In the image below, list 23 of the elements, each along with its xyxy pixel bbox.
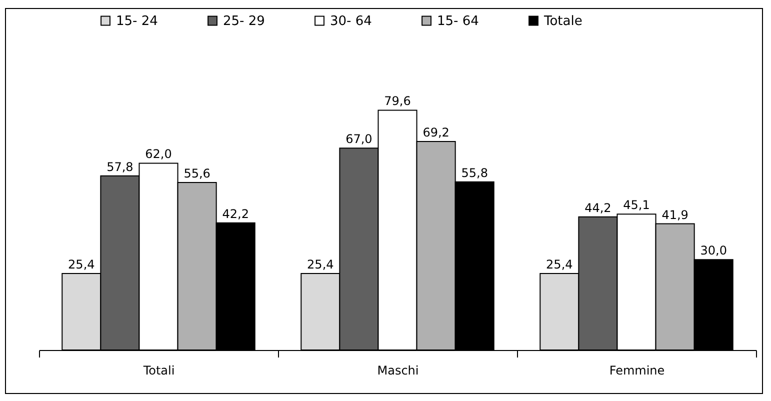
data-label: 44,2: [584, 200, 612, 215]
data-label: 30,0: [700, 244, 727, 258]
x-tick-label: Femmine: [609, 364, 665, 378]
data-label: 25,4: [68, 257, 95, 272]
data-label: 55,8: [461, 166, 488, 180]
data-label: 79,6: [384, 94, 411, 108]
data-label: 62,0: [145, 147, 172, 162]
data-label: 41,9: [662, 208, 688, 222]
legend-label: 15- 24: [116, 14, 158, 29]
data-label: 45,1: [623, 198, 650, 212]
x-tick-label: Maschi: [377, 364, 419, 378]
data-label: 25,4: [546, 257, 573, 272]
legend-label: 15- 64: [437, 14, 479, 29]
data-label: 25,4: [307, 257, 334, 272]
data-label: 55,6: [184, 166, 210, 181]
x-tick-label: Totali: [142, 364, 175, 378]
data-label: 69,2: [422, 126, 450, 140]
data-label: 67,0: [346, 132, 372, 146]
legend-label: Totale: [543, 14, 582, 29]
data-label: 57,8: [106, 160, 134, 174]
data-label: 42,2: [222, 206, 249, 221]
legend-label: 25- 29: [223, 14, 265, 29]
legend-label: 30- 64: [330, 14, 372, 29]
